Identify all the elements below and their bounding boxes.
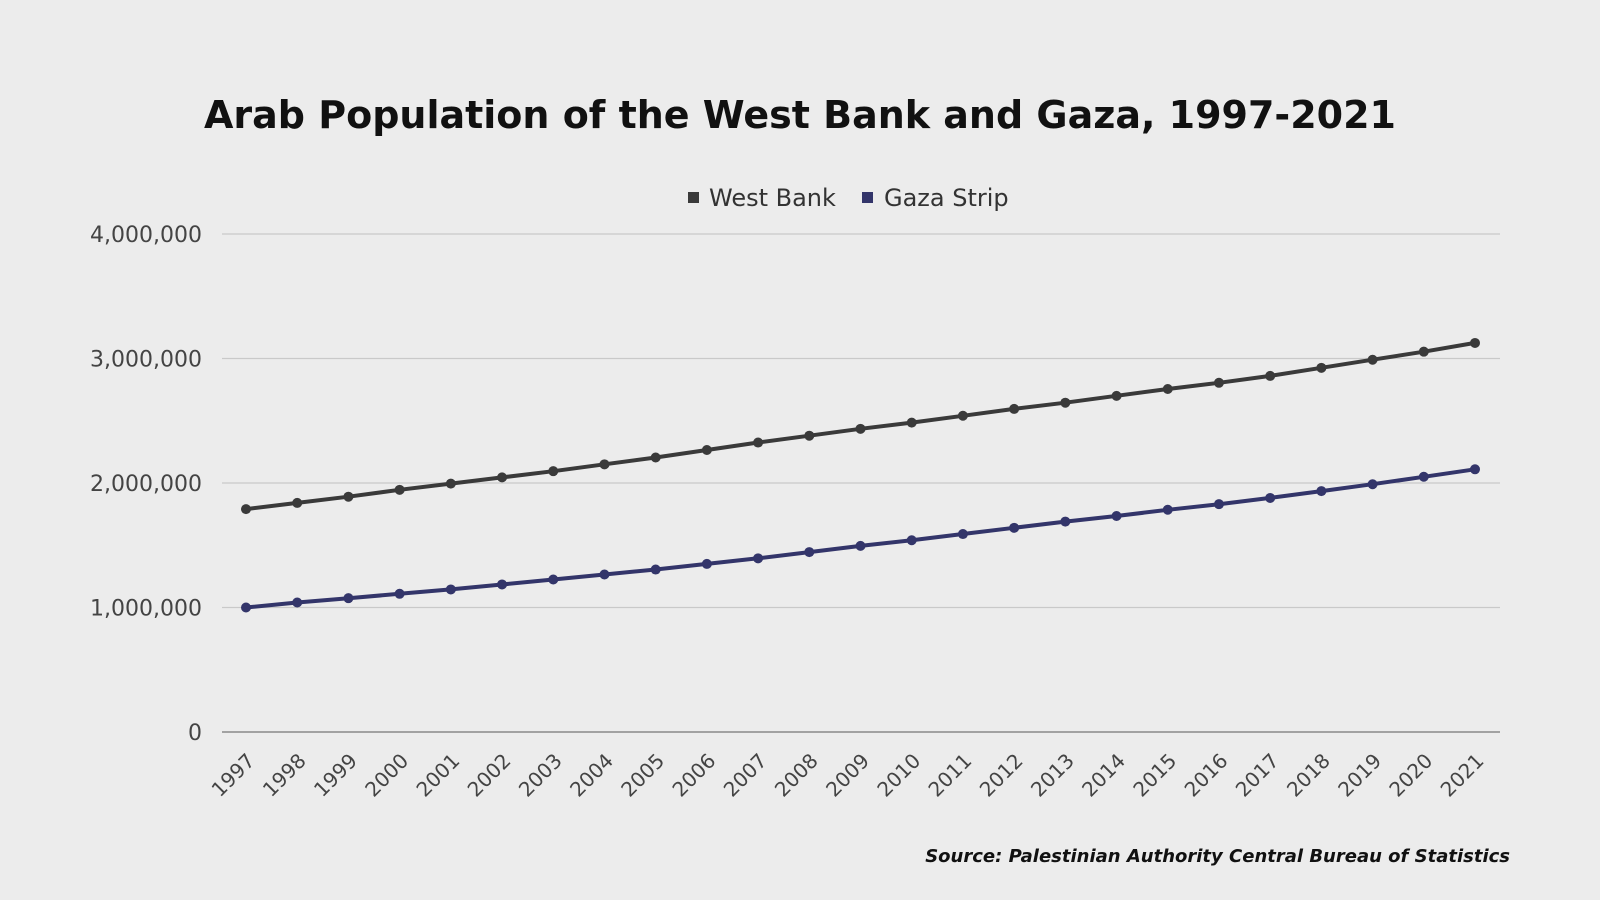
data-point-west-bank [1316, 362, 1327, 373]
data-point-west-bank [650, 452, 661, 463]
data-point-gaza-strip [804, 547, 815, 558]
x-tick-label: 2011 [923, 749, 976, 802]
data-point-west-bank [855, 423, 866, 434]
data-point-west-bank [1009, 403, 1020, 414]
data-point-gaza-strip [1009, 522, 1020, 533]
data-point-west-bank [241, 504, 251, 515]
x-tick-label: 2002 [463, 749, 516, 802]
data-point-gaza-strip [753, 553, 764, 564]
data-point-west-bank [599, 459, 610, 470]
data-point-gaza-strip [1367, 479, 1378, 490]
y-axis-ticks: 0 1,000,000 2,000,000 3,000,000 4,000,000 [90, 223, 202, 746]
x-tick-label: 2003 [514, 749, 567, 802]
data-point-gaza-strip [957, 529, 968, 540]
data-point-west-bank [1162, 384, 1173, 395]
x-tick-label: 2016 [1180, 749, 1233, 802]
data-point-west-bank [753, 437, 764, 448]
data-point-west-bank [394, 484, 405, 495]
data-point-gaza-strip [701, 558, 712, 569]
x-tick-label: 2010 [872, 749, 925, 802]
data-point-gaza-strip [599, 569, 610, 580]
data-point-gaza-strip [650, 564, 661, 575]
data-point-west-bank [1265, 370, 1276, 381]
legend-marker-gaza-strip [862, 192, 873, 203]
data-point-gaza-strip [343, 593, 354, 604]
data-point-gaza-strip [1213, 499, 1224, 510]
y-tick-label: 3,000,000 [90, 348, 202, 373]
y-tick-label: 1,000,000 [90, 597, 202, 622]
x-tick-label: 2006 [667, 749, 720, 802]
data-point-gaza-strip [292, 597, 303, 608]
chart-title: Arab Population of the West Bank and Gaz… [204, 93, 1396, 137]
x-tick-label: 2000 [360, 749, 413, 802]
data-point-west-bank [1060, 397, 1071, 408]
y-tick-label: 0 [188, 721, 202, 746]
data-point-gaza-strip [855, 540, 866, 551]
data-point-gaza-strip [906, 535, 917, 546]
data-point-gaza-strip [241, 602, 251, 613]
data-point-west-bank [804, 430, 815, 441]
data-point-west-bank [1213, 377, 1224, 388]
data-point-west-bank [701, 445, 712, 456]
legend-label-gaza-strip: Gaza Strip [884, 184, 1009, 212]
x-tick-label: 2012 [975, 749, 1028, 802]
x-tick-label: 2008 [770, 749, 823, 802]
x-tick-label: 2009 [821, 749, 874, 802]
x-tick-label: 2015 [1128, 749, 1181, 802]
x-tick-label: 1999 [309, 749, 362, 802]
data-point-west-bank [906, 417, 917, 428]
data-point-west-bank [548, 466, 559, 477]
series-lines [244, 340, 1477, 610]
data-point-gaza-strip [1162, 504, 1173, 515]
x-tick-label: 2020 [1384, 749, 1437, 802]
data-point-gaza-strip [497, 579, 508, 590]
x-tick-label: 2013 [1026, 749, 1079, 802]
x-tick-label: 2018 [1282, 749, 1335, 802]
data-point-gaza-strip [445, 584, 456, 595]
y-tick-label: 4,000,000 [90, 223, 202, 248]
data-point-gaza-strip [1418, 471, 1429, 482]
data-point-gaza-strip [1265, 492, 1276, 503]
source-note: Source: Palestinian Authority Central Bu… [925, 846, 1510, 867]
data-point-west-bank [292, 497, 303, 508]
legend-marker-west-bank [688, 192, 699, 203]
data-point-west-bank [1418, 346, 1429, 357]
x-tick-label: 2007 [719, 749, 772, 802]
data-point-gaza-strip [1316, 486, 1327, 497]
x-axis-ticks: 1997199819992000200120022003200420052006… [207, 749, 1489, 802]
gridlines [222, 233, 1500, 733]
series-line-gaza-strip [244, 467, 1477, 610]
x-tick-label: 1998 [258, 749, 311, 802]
x-tick-label: 1997 [207, 749, 260, 802]
x-tick-label: 2004 [565, 749, 618, 802]
x-tick-label: 2014 [1077, 749, 1130, 802]
data-point-gaza-strip [1060, 516, 1071, 527]
series-points [241, 337, 1480, 613]
data-point-west-bank [497, 472, 508, 483]
x-tick-label: 2017 [1231, 749, 1284, 802]
legend-label-west-bank: West Bank [709, 184, 836, 212]
data-point-west-bank [957, 410, 968, 421]
legend: West Bank Gaza Strip [688, 184, 1009, 212]
data-point-west-bank [1111, 390, 1122, 401]
y-tick-label: 2,000,000 [90, 472, 202, 497]
data-point-west-bank [1367, 354, 1378, 365]
data-point-west-bank [445, 478, 456, 489]
data-point-gaza-strip [394, 588, 405, 599]
data-point-west-bank [343, 491, 354, 502]
data-point-west-bank [1470, 337, 1480, 348]
data-point-gaza-strip [1470, 464, 1480, 475]
data-point-gaza-strip [1111, 510, 1122, 521]
x-tick-label: 2019 [1333, 749, 1386, 802]
data-point-gaza-strip [548, 574, 559, 585]
x-tick-label: 2021 [1436, 749, 1489, 802]
x-tick-label: 2001 [411, 749, 464, 802]
x-tick-label: 2005 [616, 749, 669, 802]
